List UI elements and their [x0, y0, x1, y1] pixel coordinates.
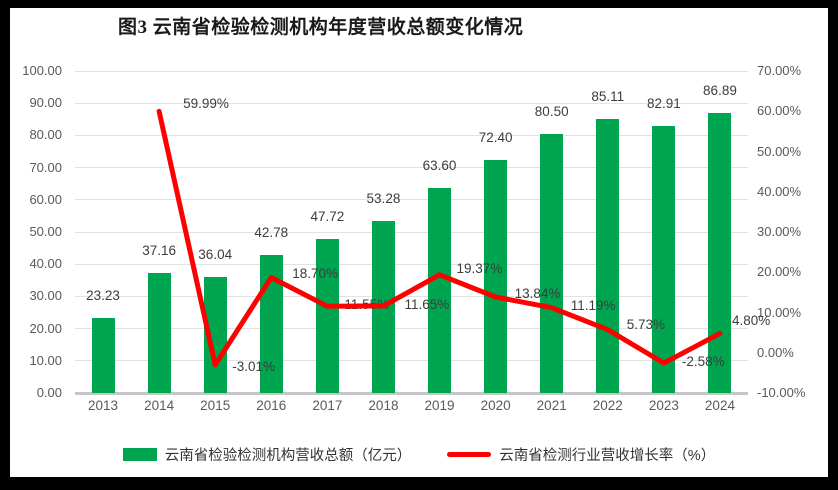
bar-value-label: 53.28	[366, 191, 401, 207]
bar-value-label: 86.89	[703, 83, 737, 99]
right-axis-tick-label: 60.00%	[757, 103, 802, 119]
right-axis-tick-label: 30.00%	[757, 224, 802, 239]
bar	[540, 133, 564, 393]
bar-value-label: 63.60	[422, 158, 457, 174]
bar	[596, 118, 620, 393]
left-axis-tick-label: 40.00	[29, 256, 62, 272]
line-series-swatch-icon	[447, 452, 492, 457]
line-point-label: 11.19%	[570, 297, 616, 313]
bar-value-label: 36.04	[198, 246, 233, 262]
gridline	[75, 134, 748, 136]
gridline	[75, 231, 748, 233]
x-axis-category-label: 2018	[368, 398, 399, 413]
bar-value-label: 42.78	[254, 225, 289, 241]
chart-legend: 云南省检验检测机构营收总额（亿元） 云南省检测行业营收增长率（%）	[10, 444, 828, 465]
bar	[91, 318, 115, 393]
left-axis-tick-label: 30.00	[29, 288, 62, 304]
x-axis-category-label: 2019	[424, 398, 455, 413]
left-axis-tick-label: 60.00	[29, 191, 62, 207]
bar-value-label: 80.50	[534, 103, 569, 119]
x-axis-category-label: 2022	[592, 398, 623, 413]
x-axis-category-label: 2021	[536, 398, 567, 413]
x-axis-category-label: 2024	[704, 398, 735, 413]
left-axis-tick-label: 90.00	[29, 95, 62, 111]
bar	[652, 126, 676, 393]
left-axis-tick-label: 80.00	[29, 127, 62, 143]
gridline	[75, 70, 748, 72]
line-point-label: 18.70%	[292, 266, 339, 282]
gridline	[75, 263, 748, 265]
left-axis-tick-label: 70.00	[29, 159, 62, 175]
x-axis-category-label: 2014	[144, 398, 175, 413]
x-axis-category-label: 2017	[312, 398, 343, 413]
left-axis-tick-label: 100.00	[22, 63, 62, 78]
bar-value-label: 82.91	[646, 96, 681, 112]
bar-value-label: 85.11	[591, 88, 625, 104]
x-axis-category-label: 2015	[200, 398, 231, 413]
x-axis-category-label: 2023	[648, 398, 679, 413]
line-point-label: 13.84%	[514, 286, 561, 302]
legend-label-revenue: 云南省检验检测机构营收总额（亿元）	[164, 448, 412, 464]
left-axis-tick-label: 0.00	[36, 385, 62, 400]
legend-item-growth: 云南省检测行业营收增长率（%）	[447, 444, 715, 465]
line-point-label: 5.73%	[626, 316, 666, 332]
right-axis-tick-label: 20.00%	[757, 264, 802, 280]
right-axis-tick-label: -10.00%	[757, 385, 806, 400]
bar-value-label: 37.16	[142, 243, 177, 259]
left-axis-tick-label: 20.00	[29, 320, 62, 336]
line-point-label: -2.58%	[681, 354, 725, 370]
right-axis-tick-label: 70.00%	[757, 63, 802, 78]
bar	[203, 276, 227, 393]
bar-value-label: 23.23	[86, 288, 120, 304]
bar	[147, 273, 171, 393]
line-point-label: 19.37%	[456, 260, 503, 276]
x-axis-category-label: 2013	[88, 398, 119, 413]
right-axis-tick-label: 40.00%	[757, 183, 802, 199]
chart-title: 图3 云南省检验检测机构年度营收总额变化情况	[118, 17, 524, 38]
line-point-label: 11.55%	[344, 297, 390, 313]
line-point-label: 11.65%	[404, 296, 450, 312]
right-axis-tick-label: 50.00%	[757, 143, 802, 159]
line-point-label: -3.01%	[232, 358, 275, 374]
x-axis-category-label: 2020	[480, 398, 511, 413]
bar	[315, 239, 339, 393]
left-axis-tick-label: 10.00	[29, 352, 62, 368]
line-point-label: 59.99%	[183, 96, 229, 112]
right-axis-tick-label: 10.00%	[757, 304, 802, 320]
left-axis-tick-label: 50.00	[29, 224, 62, 239]
bar	[428, 188, 452, 393]
bar-value-label: 47.72	[310, 209, 345, 225]
legend-item-revenue: 云南省检验检测机构营收总额（亿元）	[122, 444, 412, 465]
gridline	[75, 102, 748, 104]
legend-label-growth: 云南省检测行业营收增长率（%）	[499, 448, 716, 464]
bar-series-swatch-icon	[122, 448, 157, 461]
line-point-label: 4.80%	[731, 313, 771, 329]
bar	[708, 113, 732, 393]
x-axis-line	[75, 392, 748, 395]
gridline	[75, 360, 748, 362]
bar-value-label: 72.40	[478, 129, 513, 145]
x-axis-category-label: 2016	[256, 398, 287, 413]
right-axis-tick-label: 0.00%	[757, 344, 794, 360]
